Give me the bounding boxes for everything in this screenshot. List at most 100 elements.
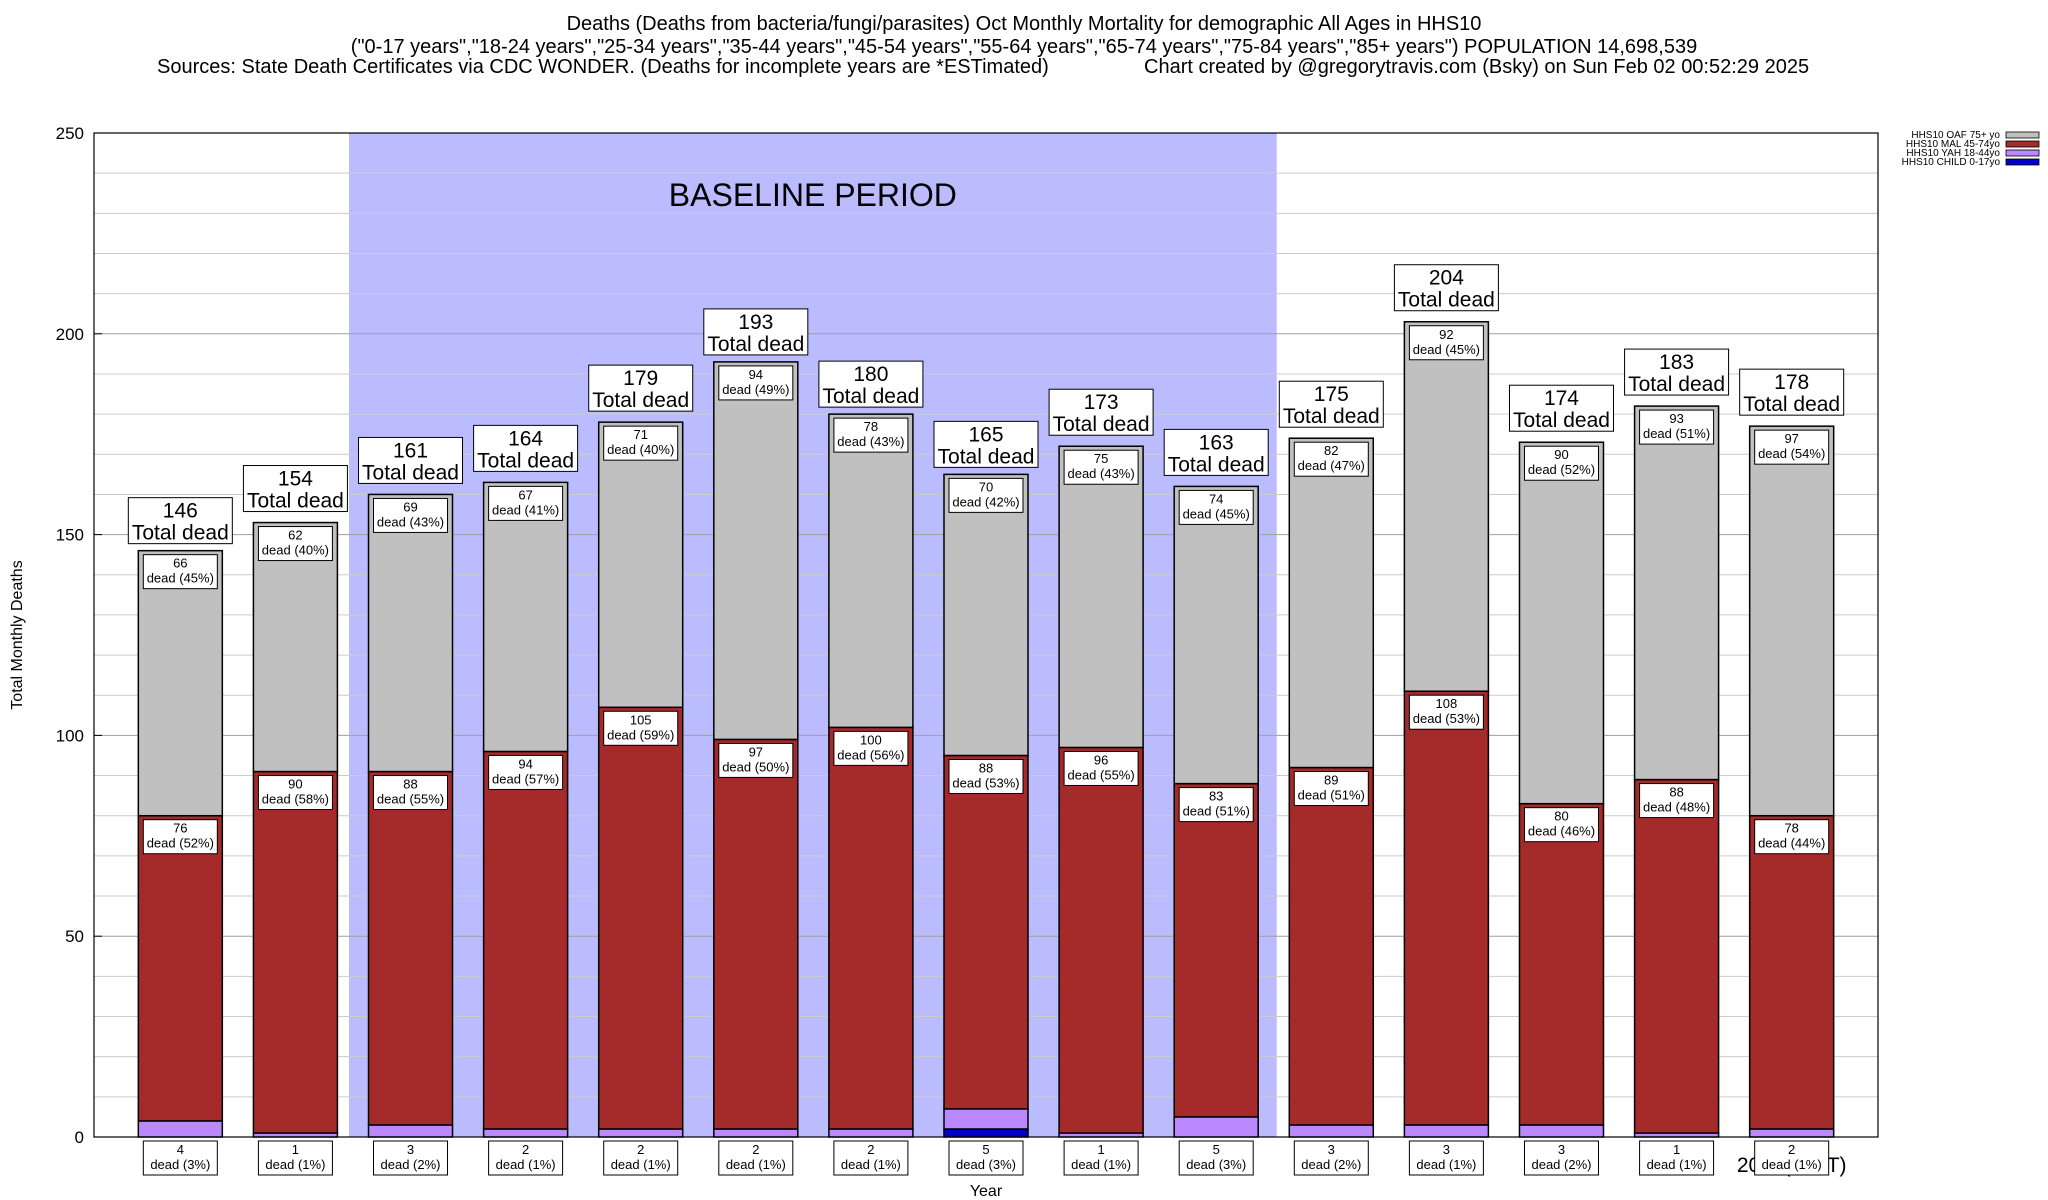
segment-value-label: 1 (1097, 1142, 1104, 1157)
segment-label-box (1639, 1140, 1715, 1176)
y-tick-label: 150 (56, 526, 84, 545)
segment-label-box (257, 526, 333, 562)
segment-label-box (373, 1140, 449, 1176)
bar-segment (1518, 1124, 1605, 1138)
total-value-label: 174 (1544, 387, 1579, 410)
segment-percent-label: dead (53%) (952, 775, 1019, 790)
bar-segment (1173, 782, 1259, 1118)
segment-value-label: 94 (749, 367, 763, 382)
segment-percent-label: dead (45%) (1413, 342, 1480, 357)
segment-value-label: 88 (979, 760, 993, 775)
bar-segment (597, 706, 684, 1130)
segment-value-label: 5 (982, 1142, 989, 1157)
segment-value-label: 83 (1209, 789, 1223, 804)
bar-segment (1748, 425, 1835, 817)
total-value-label: 154 (278, 468, 313, 491)
segment-percent-label: dead (59%) (607, 727, 674, 742)
segment-percent-label: dead (55%) (1067, 767, 1134, 782)
segment-percent-label: dead (1%) (841, 1157, 901, 1172)
segment-label-box (833, 730, 909, 766)
bar-segment (1288, 437, 1375, 769)
segment-value-label: 96 (1094, 752, 1108, 767)
bar-segment (713, 738, 799, 1130)
segment-label-box (142, 1140, 218, 1176)
segment-label-box (1523, 445, 1599, 481)
total-label-box (1163, 428, 1269, 476)
segment-percent-label: dead (47%) (1298, 458, 1365, 473)
segment-value-label: 5 (1213, 1142, 1220, 1157)
segment-value-label: 78 (1784, 821, 1798, 836)
segment-percent-label: dead (3%) (150, 1157, 210, 1172)
segment-value-label: 2 (1788, 1142, 1795, 1157)
segment-percent-label: dead (51%) (1643, 426, 1710, 441)
total-text-label: Total dead (938, 445, 1035, 468)
segment-label-box (1754, 1140, 1830, 1176)
segment-percent-label: dead (1%) (1071, 1157, 1131, 1172)
bar-segment (713, 1128, 799, 1138)
bar-segment (1288, 1124, 1375, 1138)
segment-percent-label: dead (3%) (956, 1157, 1016, 1172)
segment-percent-label: dead (48%) (1643, 800, 1710, 815)
segment-value-label: 70 (979, 479, 993, 494)
total-value-label: 178 (1774, 371, 1809, 394)
total-value-label: 163 (1199, 431, 1234, 454)
segment-label-box (1293, 1140, 1369, 1176)
segment-value-label: 89 (1324, 773, 1338, 788)
segment-label-box (833, 1140, 909, 1176)
segment-value-label: 3 (1328, 1142, 1335, 1157)
total-label-box (473, 424, 579, 472)
bar-segment (1748, 814, 1835, 1130)
segment-label-box (1523, 807, 1599, 843)
legend-swatch (2005, 149, 2040, 157)
total-text-label: Total dead (1168, 453, 1265, 476)
y-tick-label: 250 (56, 124, 84, 143)
legend-swatch (2005, 158, 2040, 166)
segment-label-box (603, 1140, 679, 1176)
segment-percent-label: dead (1%) (1416, 1157, 1476, 1172)
legend-swatch (2005, 140, 2040, 148)
total-label-box (358, 436, 464, 484)
segment-label-box (718, 1140, 794, 1176)
bar-segment (1633, 405, 1720, 781)
segment-value-label: 108 (1436, 696, 1458, 711)
segment-percent-label: dead (42%) (952, 494, 1019, 509)
segment-percent-label: dead (1%) (1647, 1157, 1707, 1172)
segment-percent-label: dead (56%) (837, 747, 904, 762)
segment-label-box (603, 425, 679, 461)
bar-segment (482, 750, 569, 1130)
bar-segment (1403, 321, 1490, 692)
bar-segment (597, 421, 684, 709)
legend-label: HHS10 OAF 75+ yo (1911, 130, 2000, 141)
bar-segment (1173, 1116, 1259, 1138)
total-text-label: Total dead (477, 449, 574, 472)
segment-label-box (488, 1140, 564, 1176)
total-label-box (1278, 380, 1384, 428)
segment-label-box (1293, 441, 1369, 477)
segment-label-box (488, 754, 564, 790)
total-text-label: Total dead (822, 385, 919, 408)
total-text-label: Total dead (1398, 289, 1495, 312)
segment-percent-label: dead (45%) (1183, 506, 1250, 521)
total-label-box (703, 308, 809, 356)
total-value-label: 173 (1084, 391, 1119, 414)
bar-segment (1403, 690, 1490, 1126)
segment-percent-label: dead (53%) (1413, 711, 1480, 726)
bar-segment (1288, 766, 1375, 1126)
bar-segment (1058, 445, 1144, 749)
segment-percent-label: dead (40%) (262, 543, 329, 558)
segment-value-label: 71 (633, 427, 647, 442)
total-label-box (242, 465, 348, 513)
segment-label-box (1523, 1140, 1599, 1176)
segment-label-box (1639, 409, 1715, 445)
y-tick-label: 0 (75, 1128, 84, 1147)
total-value-label: 193 (738, 311, 773, 334)
segment-value-label: 105 (630, 712, 652, 727)
segment-label-box (948, 758, 1024, 794)
total-text-label: Total dead (362, 461, 459, 484)
segment-label-box (1063, 750, 1139, 786)
total-label-box (1048, 388, 1154, 436)
total-value-label: 179 (623, 367, 658, 390)
segment-value-label: 2 (867, 1142, 874, 1157)
segment-label-box (1754, 429, 1830, 465)
total-text-label: Total dead (1513, 409, 1610, 432)
